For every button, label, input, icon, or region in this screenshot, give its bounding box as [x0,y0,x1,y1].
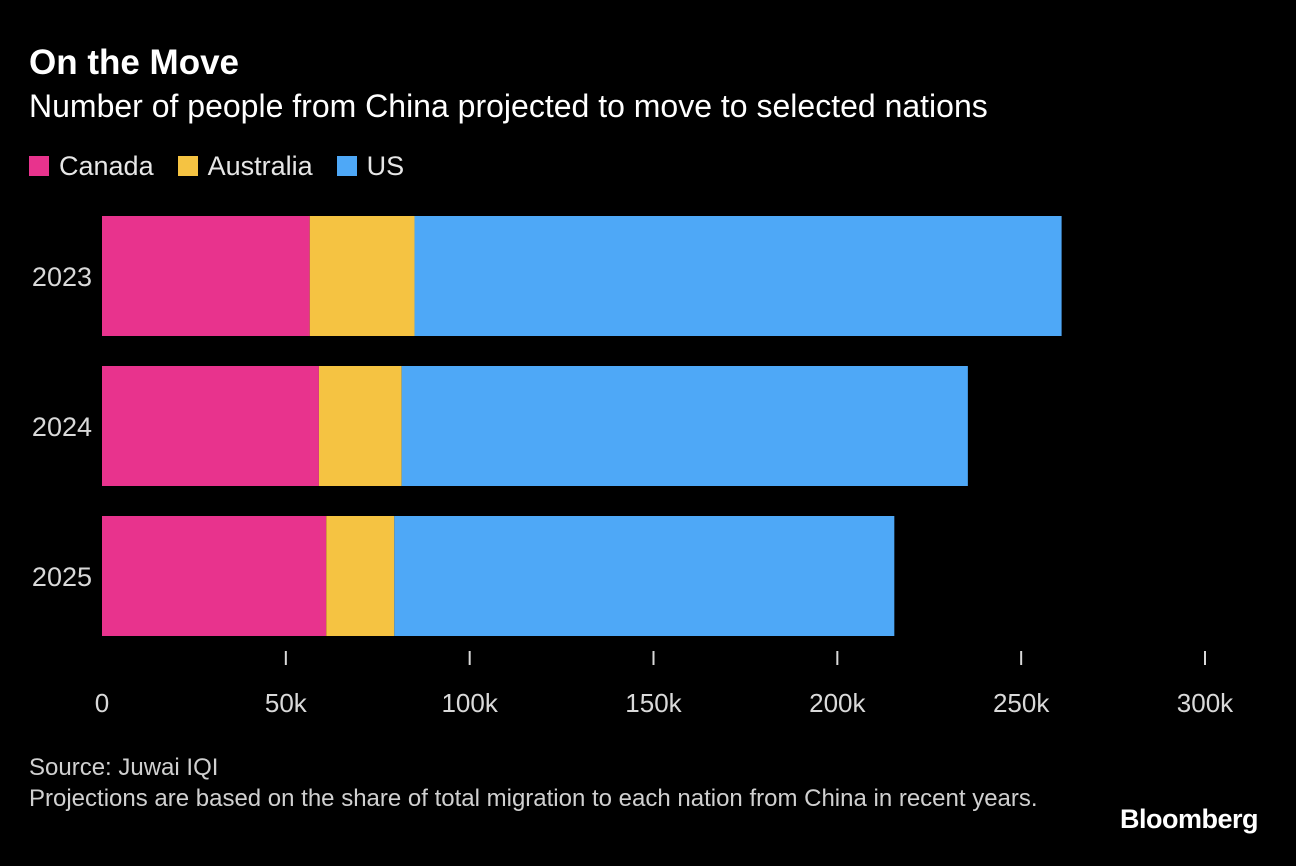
x-tick-label-100k: 100k [441,688,498,718]
footnote-text: Projections are based on the share of to… [29,785,1038,812]
legend-item-us: US [336,148,405,184]
y-tick-label-2024: 2024 [32,412,92,442]
legend-swatch-canada [29,156,49,176]
footer-notes: Source: Juwai IQI Projections are based … [29,752,1039,814]
source-text: Source: Juwai IQI [29,754,219,781]
legend-label-us: US [366,151,405,181]
x-tick-label-250k: 250k [993,688,1050,718]
x-tick-label-50k: 50k [265,688,308,718]
x-tick-label-150k: 150k [625,688,682,718]
chart-title: On the Move [29,43,240,82]
legend-swatch-australia [177,156,198,176]
legend-label-canada: Canada [59,151,154,181]
bar-canada-2024 [102,366,319,486]
bar-australia-2023 [309,216,415,336]
x-tick-label-300k: 300k [1177,688,1234,718]
chart-subtitle: Number of people from China projected to… [29,88,988,124]
bar-us-2025 [394,516,895,636]
bar-canada-2023 [102,216,310,336]
legend-item-australia: Australia [177,148,313,184]
bar-us-2023 [414,216,1062,336]
x-tick-label-0: 0 [95,688,109,718]
bloomberg-logo: Bloomberg [1119,804,1259,834]
legend-swatch-us [336,156,357,176]
bar-australia-2025 [326,516,395,636]
y-tick-label-2023: 2023 [32,262,92,292]
bar-australia-2024 [318,366,402,486]
y-tick-label-2025: 2025 [32,562,92,592]
legend: Canada Australia US [29,148,428,184]
bar-canada-2025 [102,516,327,636]
legend-item-canada: Canada [29,148,154,184]
bar-us-2024 [401,366,968,486]
legend-label-australia: Australia [207,151,313,181]
x-tick-label-200k: 200k [809,688,866,718]
